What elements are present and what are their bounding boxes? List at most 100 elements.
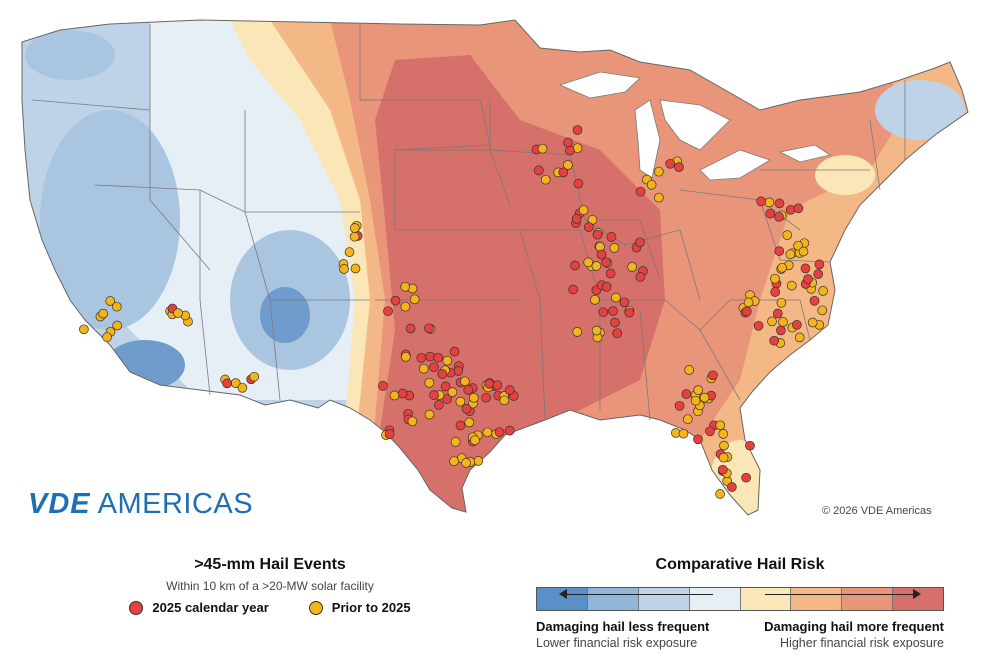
hail-event-marker: [583, 222, 594, 232]
hail-event-marker: [782, 230, 793, 240]
hail-event-marker: [719, 440, 729, 451]
right-arrow-icon: [765, 594, 915, 595]
hail-event-marker: [583, 257, 594, 268]
hail-event-marker: [424, 323, 434, 334]
hail-event-marker: [540, 174, 551, 185]
hail-event-marker: [684, 365, 695, 375]
great-lakes: [558, 71, 831, 181]
hail-event-marker: [482, 427, 493, 438]
hail-event-marker: [818, 286, 828, 296]
left-arrow-icon: [563, 594, 713, 595]
hail-event-marker: [573, 178, 584, 189]
hail-event-marker: [741, 306, 752, 317]
hail-event-marker: [473, 456, 484, 466]
legend-item-prior: Prior to 2025: [308, 600, 411, 615]
less-frequent-label: Damaging hail less frequent: [536, 619, 710, 634]
hail-event-marker: [429, 390, 439, 400]
hail-event-marker: [494, 427, 505, 438]
hail-event-marker: [400, 281, 411, 292]
hail-event-marker: [504, 385, 515, 395]
hail-event-marker: [792, 319, 802, 330]
hail-event-marker: [349, 223, 360, 233]
hail-event-marker: [646, 179, 657, 190]
hail-event-marker: [612, 328, 623, 339]
hail-event-marker: [605, 268, 616, 279]
hail-event-marker: [813, 269, 824, 279]
events-legend: >45-mm Hail Events Within 10 km of a >20…: [100, 556, 440, 615]
hail-event-marker: [565, 145, 575, 156]
hail-event-marker: [590, 294, 600, 305]
higher-exposure-label: Higher financial risk exposure: [780, 636, 944, 650]
hail-event-marker: [635, 237, 645, 248]
hail-event-marker: [470, 435, 480, 446]
hail-event-marker: [447, 387, 458, 397]
hail-event-marker: [222, 378, 232, 389]
hail-event-marker: [424, 377, 435, 388]
hail-event-marker: [765, 208, 776, 219]
hail-event-marker: [814, 259, 825, 270]
hail-event-marker: [481, 392, 491, 403]
hail-event-marker: [727, 482, 737, 492]
hail-event-marker: [793, 203, 804, 214]
hail-event-marker: [449, 346, 460, 357]
hail-event-marker: [774, 198, 785, 209]
hail-event-marker: [717, 464, 728, 475]
hail-event-marker: [690, 395, 701, 406]
events-legend-subtitle: Within 10 km of a >20-MW solar facility: [166, 579, 374, 593]
hail-event-marker: [440, 381, 451, 392]
hail-event-marker: [449, 456, 459, 467]
hail-event-marker: [349, 231, 360, 242]
hail-event-marker: [682, 414, 693, 425]
hail-event-marker: [111, 301, 122, 312]
scale-swatch: [791, 588, 843, 610]
hail-event-marker: [595, 241, 605, 252]
hail-event-marker: [715, 489, 725, 499]
yellow-dot-icon: [308, 600, 323, 615]
hail-event-marker: [809, 295, 820, 306]
hail-event-marker: [455, 420, 466, 431]
hail-event-marker: [563, 160, 573, 170]
hail-event-marker: [416, 353, 427, 363]
scale-swatch: [893, 588, 943, 610]
hail-event-marker: [674, 162, 684, 172]
hail-event-marker: [741, 472, 751, 483]
scale-swatch: [842, 588, 894, 610]
hail-event-marker: [409, 294, 420, 305]
hail-event-marker: [173, 308, 183, 318]
hail-event-marker: [756, 196, 766, 207]
hail-event-marker: [708, 370, 718, 381]
hail-event-marker: [606, 232, 617, 242]
hail-event-marker: [571, 213, 582, 224]
hail-event-marker: [786, 280, 797, 291]
hail-event-marker: [674, 400, 685, 411]
hail-event-marker: [681, 389, 692, 399]
hail-event-marker: [558, 167, 569, 178]
risk-color-scale: [536, 587, 944, 611]
hail-event-marker: [609, 243, 620, 253]
hail-event-marker: [705, 426, 715, 437]
hail-event-marker: [601, 257, 612, 268]
hail-event-marker: [463, 385, 474, 395]
hail-event-marker: [627, 262, 637, 272]
hail-event-marker: [699, 392, 710, 403]
hail-event-marker: [79, 324, 89, 335]
hail-event-marker: [591, 261, 602, 271]
hail-event-marker: [102, 332, 112, 343]
hail-event-marker: [424, 409, 435, 420]
hail-event-marker: [619, 297, 630, 308]
hail-event-marker: [437, 369, 448, 379]
hail-event-marker: [570, 260, 580, 271]
hail-event-marker: [608, 306, 618, 316]
hail-event-marker: [572, 327, 583, 337]
hail-event-marker: [383, 306, 393, 317]
hail-event-marker: [800, 263, 811, 274]
hail-event-marker: [397, 388, 408, 399]
hail-event-marker: [537, 143, 548, 154]
scale-swatch: [537, 588, 588, 610]
hail-event-marker: [693, 434, 703, 445]
hail-event-marker: [778, 317, 788, 327]
hail-event-marker: [745, 440, 755, 451]
hail-event-marker: [533, 165, 544, 176]
hail-event-marker: [578, 205, 589, 216]
hail-event-marker: [461, 403, 472, 414]
